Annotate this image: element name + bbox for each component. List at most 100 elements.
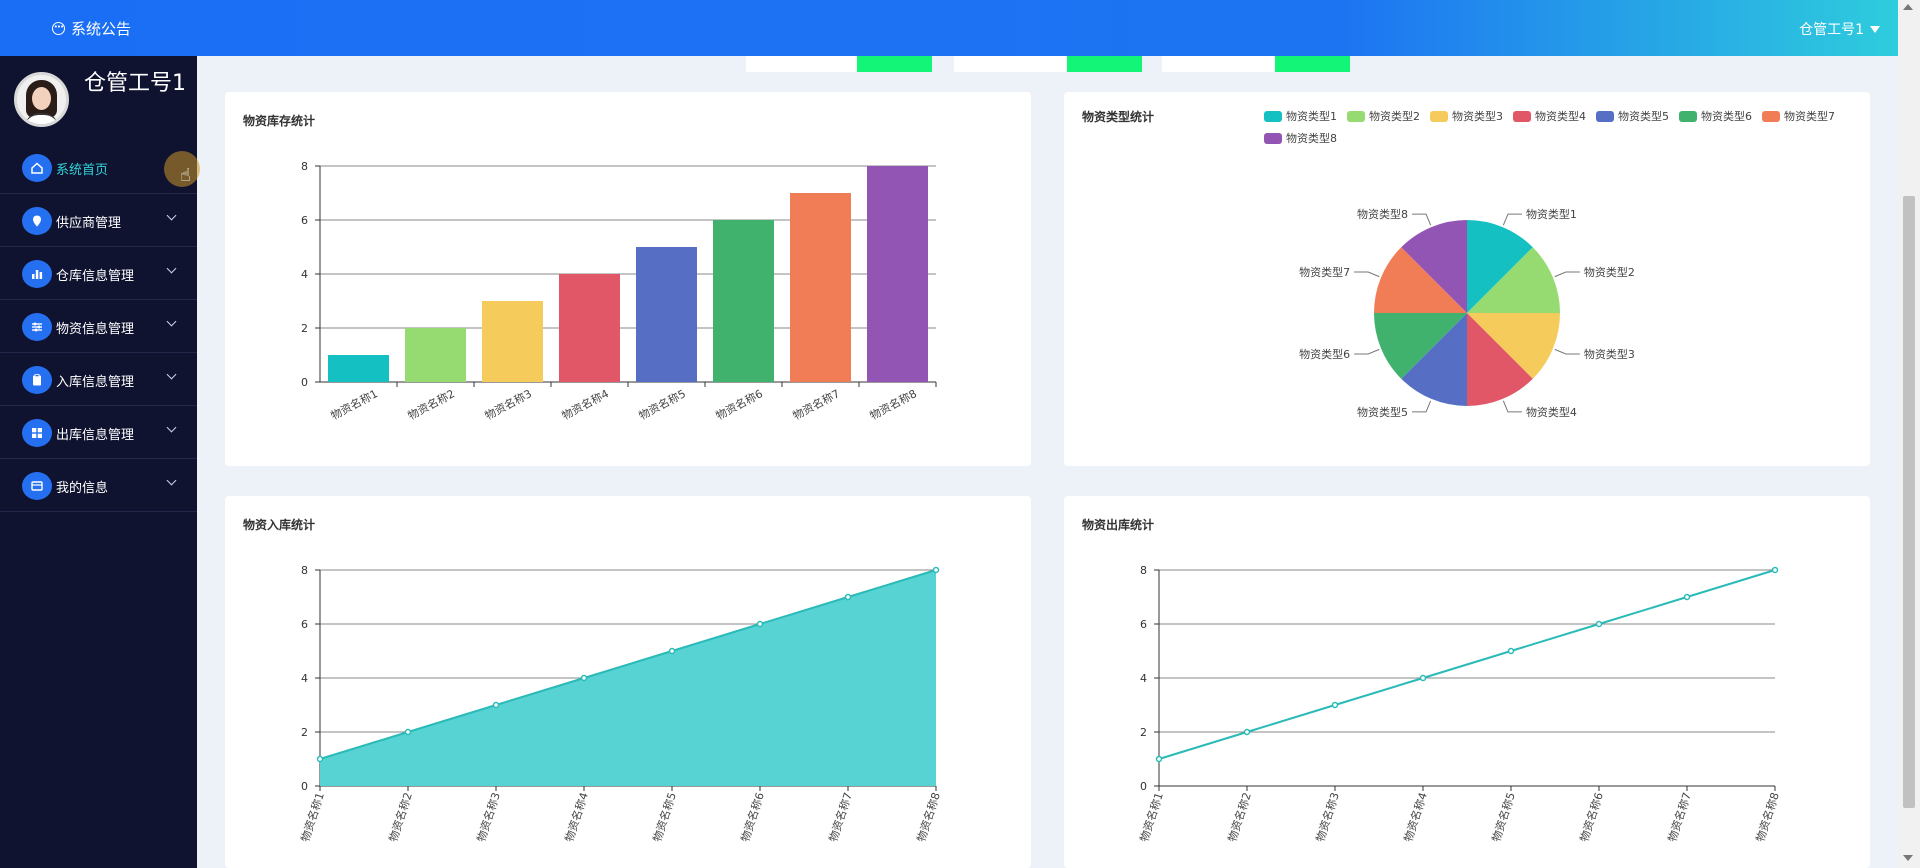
- legend-label: 物资类型1: [1286, 110, 1337, 123]
- pie-label: 物资类型8: [1357, 207, 1408, 221]
- legend-item[interactable]: 物资类型5: [1596, 108, 1669, 124]
- data-point[interactable]: [1507, 647, 1515, 655]
- data-point[interactable]: [756, 620, 764, 628]
- sidebar-item-label: 出库信息管理: [56, 428, 135, 443]
- data-point[interactable]: [1243, 728, 1251, 736]
- pie-slice[interactable]: [1374, 313, 1467, 379]
- bar[interactable]: [790, 193, 851, 382]
- id-card-icon: [22, 472, 52, 500]
- bar[interactable]: [482, 301, 543, 382]
- outbound-line-chart: 0 2 4 6 8 物资名称1 物资名称2 物资名称3 物资名称4 物资名称5 物资名称6 物资名称7…: [1137, 564, 1782, 844]
- y-tick-label: 8: [1140, 564, 1147, 577]
- outbound-chart-title: 物资出库统计: [1082, 518, 1155, 532]
- data-point[interactable]: [932, 566, 940, 574]
- x-tick-label: 物资名称2: [1225, 791, 1254, 844]
- x-tick-label: 物资名称4: [559, 386, 611, 422]
- legend-label: 物资类型4: [1535, 110, 1586, 123]
- legend-item[interactable]: 物资类型7: [1762, 108, 1835, 124]
- pie-slice[interactable]: [1374, 247, 1467, 313]
- data-point[interactable]: [668, 647, 676, 655]
- scroll-thumb[interactable]: [1903, 196, 1915, 808]
- inbound-chart-title: 物资入库统计: [243, 518, 316, 532]
- stock-chart-card: 物资库存统计 0 2 4 6 8 物资名称1 物资名称2 物资名称3 物资名称4 物资名称5 物资名…: [225, 92, 1031, 466]
- scroll-up-icon[interactable]: [1903, 4, 1913, 10]
- profile-name: 仓管工号1: [84, 71, 186, 96]
- y-tick-label: 6: [301, 618, 308, 631]
- sidebar-item-7[interactable]: 我的信息: [0, 459, 197, 512]
- legend-swatch: [1430, 110, 1448, 122]
- legend-item[interactable]: 物资类型1: [1264, 108, 1337, 124]
- pie-slice[interactable]: [1467, 313, 1560, 379]
- legend-label: 物资类型7: [1784, 110, 1835, 123]
- pie-slice[interactable]: [1467, 220, 1533, 313]
- avatar: [14, 72, 69, 127]
- data-point[interactable]: [1595, 620, 1603, 628]
- sidebar-item-label: 物资信息管理: [56, 322, 135, 337]
- outbound-chart-card: 物资出库统计 0 2 4 6 8 物资名称1 物资名称2 物资名称3 物资名称4 物资名称5 物资名…: [1064, 496, 1870, 868]
- sidebar-item-3[interactable]: 仓库信息管理: [0, 247, 197, 300]
- x-tick-label: 物资名称1: [298, 791, 327, 844]
- legend-swatch: [1596, 110, 1614, 122]
- data-point[interactable]: [316, 755, 324, 763]
- bar[interactable]: [328, 355, 389, 382]
- pie-label-line: [1502, 213, 1522, 226]
- x-tick-label: 物资名称7: [790, 386, 842, 422]
- scroll-down-icon[interactable]: [1903, 855, 1913, 861]
- data-point[interactable]: [1683, 593, 1691, 601]
- data-point[interactable]: [1155, 755, 1163, 763]
- home-icon: [22, 154, 52, 182]
- x-tick-label: 物资名称2: [386, 791, 415, 844]
- data-point[interactable]: [1771, 566, 1779, 574]
- sidebar-item-label: 仓库信息管理: [56, 269, 135, 284]
- sidebar-item-5[interactable]: 入库信息管理: [0, 353, 197, 406]
- stat-card: [1162, 56, 1350, 72]
- page-scrollbar[interactable]: [1898, 0, 1920, 868]
- x-tick-label: 物资名称3: [482, 386, 534, 422]
- legend-item[interactable]: 物资类型8: [1264, 130, 1337, 146]
- bar[interactable]: [559, 274, 620, 382]
- sidebar-item-1[interactable]: 系统首页 ☝: [0, 141, 200, 194]
- legend-item[interactable]: 物资类型2: [1347, 108, 1420, 124]
- bar[interactable]: [867, 166, 928, 382]
- pie-slice[interactable]: [1401, 313, 1467, 406]
- pie-slice[interactable]: [1401, 220, 1467, 313]
- y-tick-label: 0: [1140, 780, 1147, 793]
- bar[interactable]: [636, 247, 697, 382]
- sidebar-item-2[interactable]: 供应商管理: [0, 194, 197, 247]
- x-tick-label: 物资名称1: [1137, 791, 1166, 844]
- y-tick-label: 0: [301, 376, 308, 389]
- pie-slice[interactable]: [1467, 247, 1560, 313]
- pie-slice[interactable]: [1467, 313, 1533, 406]
- pie-label-line: [1412, 400, 1432, 413]
- data-point[interactable]: [1419, 674, 1427, 682]
- bar[interactable]: [713, 220, 774, 382]
- cursor-highlight: [164, 151, 200, 187]
- data-point[interactable]: [580, 674, 588, 682]
- x-tick-label: 物资名称7: [826, 791, 855, 844]
- stat-card: [954, 56, 1142, 72]
- bar[interactable]: [405, 328, 466, 382]
- sidebar-item-6[interactable]: 出库信息管理: [0, 406, 197, 459]
- legend-item[interactable]: 物资类型4: [1513, 108, 1586, 124]
- legend-item[interactable]: 物资类型6: [1679, 108, 1752, 124]
- legend-item[interactable]: 物资类型3: [1430, 108, 1503, 124]
- type-pie-chart: 物资类型1 物资类型2 物资类型3 物资类型4 物资类型5 物资类型6 物资类型7 物资类型8: [1299, 207, 1635, 419]
- notice-link[interactable]: ••• 系统公告: [52, 18, 131, 39]
- pie-label: 物资类型2: [1584, 265, 1635, 279]
- chevron-down-icon: [166, 475, 177, 486]
- pie-label: 物资类型1: [1526, 207, 1577, 221]
- data-point[interactable]: [844, 593, 852, 601]
- data-point[interactable]: [1331, 701, 1339, 709]
- x-tick-label: 物资名称6: [713, 386, 765, 422]
- stat-card: [746, 56, 932, 72]
- y-tick-label: 6: [1140, 618, 1147, 631]
- legend-swatch: [1264, 132, 1282, 144]
- data-point[interactable]: [404, 728, 412, 736]
- x-tick-label: 物资名称8: [867, 386, 919, 422]
- x-tick-label: 物资名称5: [636, 386, 688, 422]
- data-point[interactable]: [492, 701, 500, 709]
- x-tick-label: 物资名称7: [1665, 791, 1694, 844]
- user-menu[interactable]: 仓管工号1: [1799, 19, 1880, 39]
- sidebar-item-4[interactable]: 物资信息管理: [0, 300, 197, 353]
- x-tick-label: 物资名称1: [328, 386, 380, 422]
